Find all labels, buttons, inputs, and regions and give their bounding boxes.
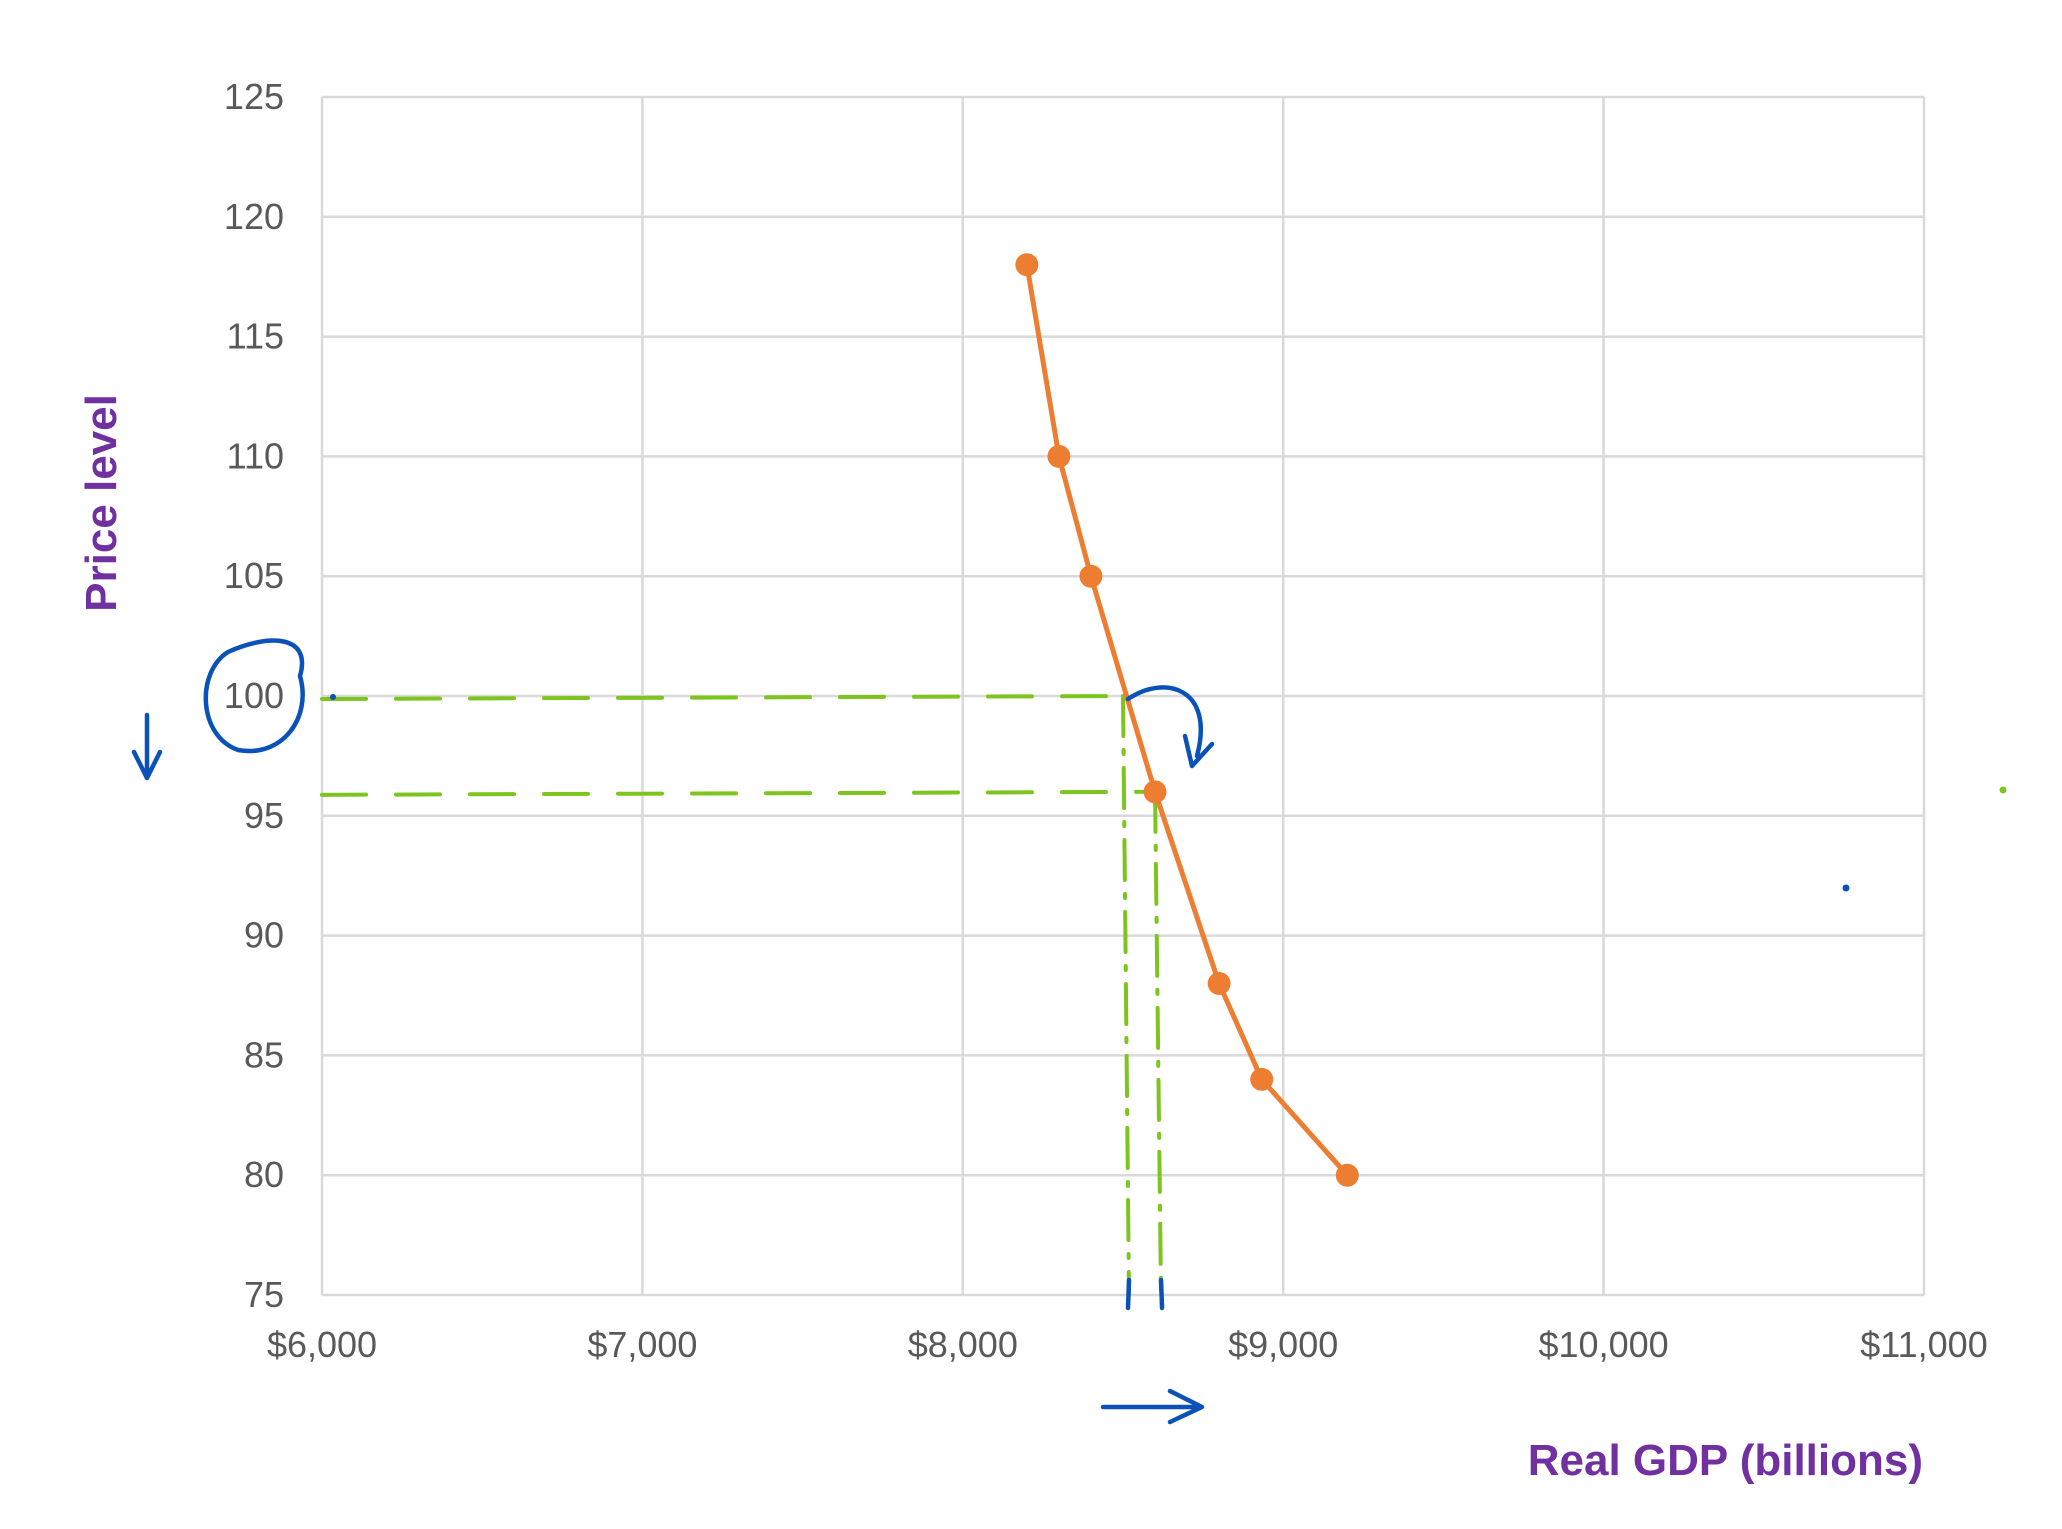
arrow-right-icon (1100, 1388, 1205, 1425)
data-point (1015, 253, 1039, 277)
y-tick-label: 100 (224, 675, 284, 716)
y-tick-label: 75 (244, 1274, 284, 1315)
data-series (1015, 253, 1359, 1187)
data-point (1047, 444, 1071, 468)
y-tick-label: 90 (244, 915, 284, 956)
data-point (1143, 780, 1167, 804)
y-tick-label: 80 (244, 1154, 284, 1195)
y-tick-label: 120 (224, 196, 284, 237)
data-point (1079, 564, 1103, 588)
data-point (1335, 1163, 1359, 1187)
y-tick-label: 125 (224, 76, 284, 117)
guide-lines (320, 694, 2007, 1297)
vertical-guide-line (1121, 694, 1131, 1297)
tick-labels: 75 80 85 90 95 100 105 110 115 120 125 $6,000 $7,000… (224, 76, 1988, 1365)
arrow-down-icon (131, 712, 163, 781)
y-tick-label: 115 (227, 316, 284, 357)
x-tick-label: $9,000 (1228, 1324, 1338, 1365)
handwritten-marks (131, 638, 1850, 1425)
y-tick-label: 95 (244, 795, 284, 836)
axis-tick-marks (1125, 1277, 1165, 1311)
x-tick-label: $6,000 (267, 1324, 377, 1365)
vertical-guide-line (1153, 789, 1164, 1297)
horizontal-guide-line (320, 694, 1125, 701)
stray-dot (330, 694, 336, 700)
stray-dot (1842, 884, 1850, 892)
data-point (1250, 1067, 1274, 1091)
horizontal-guide-line (320, 789, 1158, 797)
y-tick-label: 110 (227, 435, 284, 476)
x-tick-label: $8,000 (908, 1324, 1018, 1365)
series-line (1024, 264, 1350, 1177)
y-tick-label: 105 (224, 555, 284, 596)
y-tick-label: 85 (244, 1034, 284, 1075)
stray-dot (1999, 786, 2007, 794)
circle-annotation (203, 638, 305, 754)
data-point (1207, 972, 1231, 996)
y-axis-title: Price level (77, 394, 126, 612)
curved-arrow-icon (1125, 685, 1215, 769)
x-tick-label: $11,000 (1860, 1324, 1987, 1365)
x-tick-label: $10,000 (1539, 1324, 1669, 1365)
x-tick-label: $7,000 (587, 1324, 697, 1365)
x-axis-title: Real GDP (billions) (1528, 1436, 1923, 1485)
